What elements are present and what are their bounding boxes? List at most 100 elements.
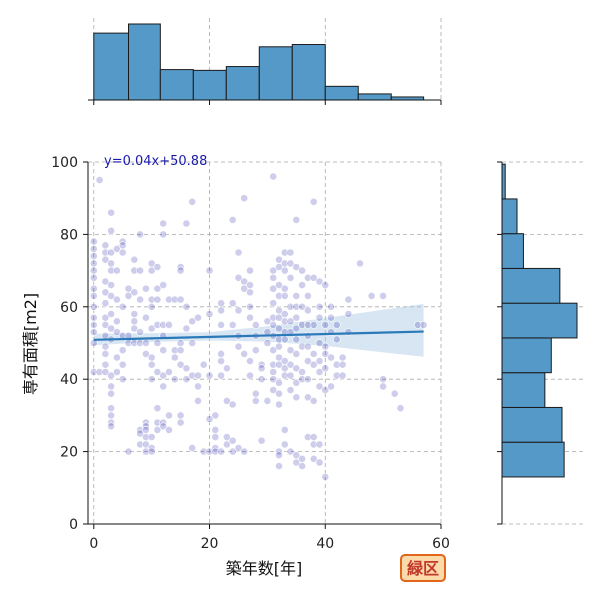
scatter-point xyxy=(292,364,301,373)
scatter-point xyxy=(89,273,98,282)
scatter-point xyxy=(165,295,173,304)
scatter-point xyxy=(321,320,330,329)
scatter-point xyxy=(228,447,237,456)
scatter-point xyxy=(136,266,144,275)
scatter-point xyxy=(263,317,272,326)
scatter-point xyxy=(89,313,98,322)
scatter-point xyxy=(344,310,353,318)
x-tick-label: 20 xyxy=(201,536,219,552)
scatter-point xyxy=(136,295,144,304)
scatter-point xyxy=(234,306,243,315)
scatter-point xyxy=(170,295,179,304)
scatter-point xyxy=(332,371,341,380)
scatter-point xyxy=(303,357,312,365)
scatter-point xyxy=(188,339,197,347)
y-tick-label: 60 xyxy=(60,300,78,316)
scatter-point xyxy=(275,313,283,322)
scatter-point xyxy=(344,295,353,304)
scatter-point xyxy=(344,328,353,336)
scatter-point xyxy=(176,339,185,347)
scatter-point xyxy=(338,353,347,362)
scatter-point xyxy=(234,444,243,452)
scatter-point xyxy=(263,339,272,347)
scatter-point xyxy=(101,241,110,250)
scatter-point xyxy=(390,389,399,398)
scatter-point xyxy=(130,324,139,333)
scatter-point xyxy=(309,320,318,329)
scatter-point xyxy=(165,368,173,376)
scatter-point xyxy=(234,248,243,257)
scatter-point xyxy=(309,433,318,441)
scatter-point xyxy=(89,237,98,246)
scatter-point xyxy=(379,291,387,300)
scatter-point xyxy=(136,230,144,239)
scatter-point xyxy=(315,277,324,286)
scatter-point xyxy=(303,342,312,351)
scatter-point xyxy=(292,458,301,467)
scatter-point xyxy=(153,368,162,376)
main-plot-axes: 0 20 40 60 0 20 40 60 80 100 xyxy=(51,155,450,552)
scatter-point xyxy=(280,284,289,293)
scatter-point xyxy=(315,313,324,322)
scatter-point xyxy=(199,447,208,456)
scatter-point xyxy=(188,197,197,206)
scatter-point xyxy=(170,375,179,384)
scatter-point xyxy=(130,317,139,326)
scatter-point xyxy=(251,389,260,398)
x-tick-label: 60 xyxy=(432,536,450,552)
scatter-point xyxy=(280,425,289,434)
scatter-point xyxy=(356,259,364,268)
scatter-point xyxy=(269,386,278,394)
scatter-point xyxy=(234,342,243,351)
scatter-point xyxy=(211,447,220,456)
right-hist-bar xyxy=(501,302,578,339)
scatter-point xyxy=(205,310,214,318)
scatter-point xyxy=(286,371,295,380)
scatter-point xyxy=(130,310,139,318)
scatter-point xyxy=(327,302,335,311)
scatter-point xyxy=(113,317,121,326)
scatter-point xyxy=(118,241,127,250)
scatter-point xyxy=(275,451,283,460)
y-tick-label: 100 xyxy=(51,155,78,171)
scatter-point xyxy=(182,375,191,384)
scatter-point xyxy=(292,378,301,387)
scatter-point xyxy=(141,313,150,322)
right-hist-bar xyxy=(501,406,563,443)
scatter-point xyxy=(118,346,127,355)
ward-badge-label: 緑区 xyxy=(407,559,439,578)
scatter-point xyxy=(269,273,278,282)
scatter-point xyxy=(89,244,98,253)
scatter-point xyxy=(101,277,110,286)
scatter-point xyxy=(147,353,156,362)
scatter-point xyxy=(275,291,283,300)
scatter-point xyxy=(303,306,312,315)
scatter-point xyxy=(176,295,185,304)
scatter-point xyxy=(228,400,237,409)
scatter-point xyxy=(286,346,295,355)
scatter-point xyxy=(332,360,341,369)
regression-line xyxy=(93,330,424,341)
right-hist-bar xyxy=(501,441,565,478)
scatter-point xyxy=(292,324,301,333)
scatter-point xyxy=(147,302,156,311)
scatter-point xyxy=(217,306,225,315)
scatter-point xyxy=(107,291,115,300)
scatter-point xyxy=(188,371,197,380)
scatter-point xyxy=(176,411,185,420)
scatter-point xyxy=(217,357,225,365)
scatter-point xyxy=(303,331,312,340)
scatter-point xyxy=(246,281,254,289)
scatter-point xyxy=(228,320,237,329)
top-hist-bar xyxy=(357,93,392,101)
scatter-point xyxy=(309,396,318,405)
scatter-point xyxy=(124,291,133,300)
scatter-point xyxy=(315,339,324,347)
y-tick-label: 20 xyxy=(60,445,78,461)
scatter-point xyxy=(286,302,295,311)
scatter-point xyxy=(367,291,376,300)
scatter-point xyxy=(275,360,283,369)
scatter-point xyxy=(321,386,330,394)
scatter-point xyxy=(303,375,312,384)
scatter-point xyxy=(321,349,330,358)
